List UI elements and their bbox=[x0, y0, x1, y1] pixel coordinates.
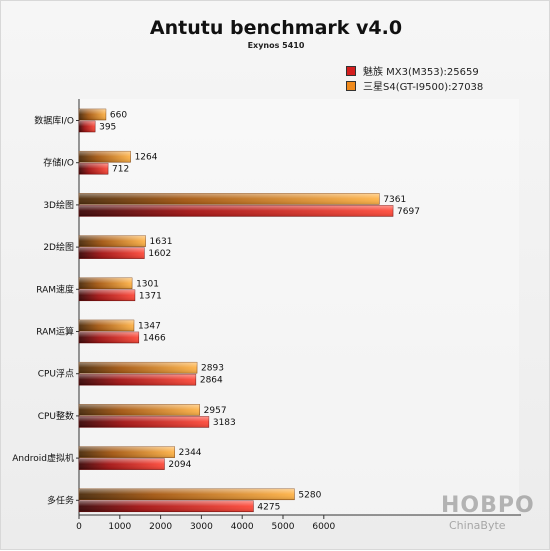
legend-swatch-mx3 bbox=[346, 65, 356, 76]
chart-title: Antutu benchmark v4.0 bbox=[149, 17, 403, 39]
value-label-s4-4: 1301 bbox=[136, 279, 159, 289]
legend-label-s4: 三星S4(GT-I9500):27038 bbox=[363, 82, 484, 93]
value-label-s4-2: 7361 bbox=[383, 195, 406, 205]
value-label-mx3-2: 7697 bbox=[397, 207, 420, 217]
legend-swatch-s4 bbox=[346, 80, 356, 91]
plot-area bbox=[79, 99, 519, 515]
legend-label-mx3: 魅族 MX3(M353):25659 bbox=[363, 67, 479, 78]
value-label-mx3-1: 712 bbox=[112, 165, 129, 175]
bar-mx3-shine-5 bbox=[79, 332, 139, 343]
bar-mx3-shine-0 bbox=[79, 121, 96, 132]
x-tick-label-5: 5000 bbox=[272, 522, 295, 532]
x-tick-label-1: 1000 bbox=[108, 522, 131, 532]
category-label-2: 3D绘图 bbox=[43, 199, 74, 211]
category-label-4: RAM速度 bbox=[36, 283, 74, 295]
bar-s4-shine-1 bbox=[79, 151, 131, 163]
value-label-s4-6: 2893 bbox=[201, 364, 224, 374]
bar-mx3-shine-4 bbox=[79, 289, 135, 301]
bar-s4-shine-3 bbox=[79, 235, 146, 247]
x-tick-label-4: 4000 bbox=[231, 522, 254, 532]
bar-s4-shine-2 bbox=[79, 193, 380, 205]
x-tick-label-0: 0 bbox=[76, 522, 82, 532]
value-label-mx3-5: 1466 bbox=[143, 334, 166, 344]
x-tick-label-6: 6000 bbox=[312, 522, 335, 532]
bar-s4-shine-5 bbox=[79, 320, 134, 331]
bar-mx3-shine-6 bbox=[79, 374, 196, 386]
legend-item-s4: 三星S4(GT-I9500):27038 bbox=[346, 78, 483, 93]
value-label-mx3-7: 3183 bbox=[213, 418, 236, 428]
value-label-mx3-3: 1602 bbox=[148, 249, 171, 259]
x-tick-label-3: 3000 bbox=[190, 522, 213, 532]
value-label-s4-5: 1347 bbox=[138, 322, 161, 332]
value-label-s4-8: 2344 bbox=[179, 448, 202, 458]
bar-mx3-shine-8 bbox=[79, 458, 165, 470]
category-label-7: CPU整数 bbox=[38, 410, 74, 422]
category-label-8: Android虚拟机 bbox=[12, 452, 74, 464]
value-label-s4-3: 1631 bbox=[150, 237, 173, 247]
chart-subtitle: Exynos 5410 bbox=[247, 41, 305, 50]
value-label-mx3-4: 1371 bbox=[139, 291, 162, 301]
bar-mx3-shine-7 bbox=[79, 416, 209, 428]
watermark-subtext: ChinaByte bbox=[449, 519, 506, 532]
x-tick-label-2: 2000 bbox=[149, 522, 172, 532]
value-label-s4-7: 2957 bbox=[204, 406, 227, 416]
bar-s4-shine-8 bbox=[79, 446, 175, 458]
legend-item-mx3: 魅族 MX3(M353):25659 bbox=[346, 63, 483, 78]
category-label-3: 2D绘图 bbox=[43, 241, 74, 253]
bar-mx3-shine-3 bbox=[79, 247, 145, 259]
bar-s4-shine-9 bbox=[79, 488, 295, 500]
value-label-s4-9: 5280 bbox=[298, 490, 321, 500]
value-label-mx3-0: 395 bbox=[99, 123, 116, 133]
category-label-9: 多任务 bbox=[47, 494, 74, 506]
value-label-s4-0: 660 bbox=[110, 111, 127, 121]
category-label-6: CPU浮点 bbox=[38, 368, 74, 380]
category-label-0: 数据库I/O bbox=[34, 115, 74, 127]
value-label-mx3-6: 2864 bbox=[200, 376, 223, 386]
watermark-logo: HOBPO bbox=[441, 493, 535, 518]
bar-mx3-shine-9 bbox=[79, 500, 254, 512]
bar-s4-shine-4 bbox=[79, 277, 133, 289]
category-label-5: RAM运算 bbox=[36, 326, 74, 338]
value-label-s4-1: 1264 bbox=[135, 153, 158, 163]
bar-mx3-shine-2 bbox=[79, 205, 394, 217]
bar-s4-shine-6 bbox=[79, 362, 198, 374]
chart-legend: 魅族 MX3(M353):25659 三星S4(GT-I9500):27038 bbox=[346, 63, 483, 93]
value-label-mx3-8: 2094 bbox=[168, 460, 191, 470]
category-label-1: 存储I/O bbox=[43, 157, 74, 169]
bar-s4-shine-0 bbox=[79, 109, 106, 120]
bar-mx3-shine-1 bbox=[79, 163, 109, 175]
bar-s4-shine-7 bbox=[79, 404, 200, 416]
value-label-mx3-9: 4275 bbox=[257, 502, 280, 512]
